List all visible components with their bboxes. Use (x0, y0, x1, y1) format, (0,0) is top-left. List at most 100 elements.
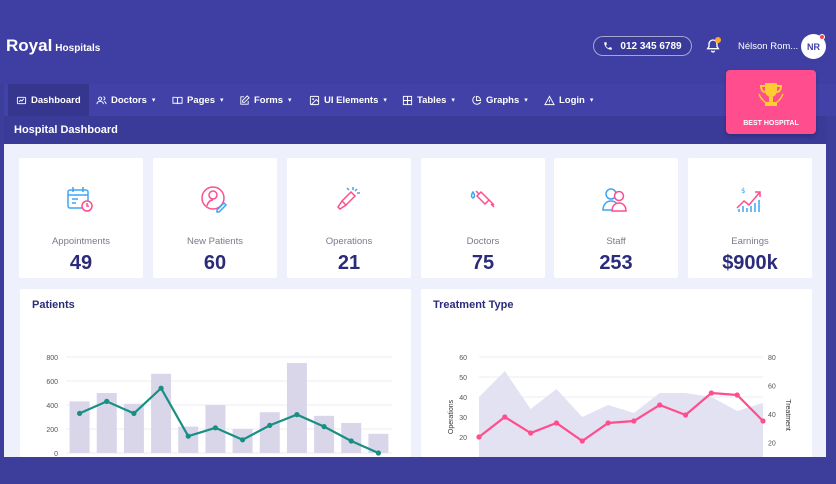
chevron-down-icon: ▾ (589, 97, 594, 104)
y-tick-label: 0 (54, 451, 58, 457)
pie-icon (472, 95, 482, 105)
nav-ui-elements[interactable]: UI Elements ▾ (309, 84, 387, 116)
stat-card-appointments[interactable]: Appointments 49 (19, 158, 143, 278)
line-point (708, 390, 714, 396)
line-point (579, 438, 585, 444)
nav-label: Forms (254, 94, 284, 106)
y-tick-label: 400 (46, 403, 58, 410)
line-point (212, 425, 219, 431)
nav-label: Tables (417, 94, 447, 106)
nav-login[interactable]: Login ▾ (544, 84, 593, 116)
treatment-chart: 20 30 40 50 60 20 40 60 80 Operations Treatment (448, 355, 791, 457)
phone-icon (604, 42, 613, 50)
stat-card-doctors[interactable]: Doctors 75 (421, 158, 545, 278)
treatment-chart-title: Treatment Type (433, 299, 514, 311)
grid-icon (402, 95, 413, 105)
y-tick-label: 600 (46, 379, 58, 386)
line-point (375, 450, 382, 456)
nav-label: Doctors (111, 94, 147, 106)
line-point (267, 422, 273, 428)
nav-pages[interactable]: Pages ▾ (172, 84, 224, 116)
phone-button[interactable]: 012 345 6789 (593, 36, 692, 56)
bar (259, 412, 280, 453)
line-point (76, 410, 83, 416)
nav-label: Graphs (486, 94, 520, 106)
line-point (631, 418, 637, 424)
syringe-icon (470, 190, 495, 208)
nav-graphs[interactable]: Graphs ▾ (471, 84, 528, 116)
area-series (479, 371, 763, 457)
nav-label: Login (559, 94, 585, 106)
patients-chart: 0 200 400 600 800 (46, 355, 392, 457)
staff-icon (602, 188, 627, 212)
patient-icon (201, 186, 228, 213)
stat-card-new-patients[interactable]: New Patients 60 (153, 158, 277, 278)
notification-dot (715, 37, 721, 43)
nav-doctors[interactable]: Doctors ▾ (96, 84, 155, 116)
main-nav: Dashboard Doctors ▾ Pages ▾ Forms ▾ UI Elem… (4, 84, 836, 116)
dashboard-icon (16, 96, 27, 104)
earnings-icon: $ (736, 187, 761, 212)
calendar-icon (67, 187, 93, 212)
treatment-panel: Treatment Type 20 30 40 50 60 20 40 60 80 Operati… (421, 289, 812, 457)
page-header: Hospital Dashboard (4, 116, 826, 144)
bar (123, 403, 144, 453)
brand-name: Royal (6, 36, 53, 55)
best-hospital-badge[interactable]: BEST HOSPITAL (726, 70, 816, 134)
trophy-icon (758, 83, 784, 106)
badge-label: BEST HOSPITAL (743, 120, 799, 127)
stat-card-earnings[interactable]: $ Earnings $900k (688, 158, 812, 278)
stat-card-staff[interactable]: Staff 253 (554, 158, 678, 278)
svg-text:$: $ (741, 187, 745, 195)
stat-card-operations[interactable]: Operations 21 (287, 158, 411, 278)
line-point (605, 420, 611, 426)
y-tick-label: 50 (459, 375, 467, 382)
stat-value: 60 (203, 252, 227, 274)
chevron-down-icon: ▾ (220, 97, 224, 104)
user-name[interactable]: Nélson Rom... (738, 41, 799, 52)
bottom-band (0, 457, 836, 484)
book-icon (172, 96, 183, 104)
page-title: Hospital Dashboard (14, 124, 118, 136)
y-tick-label: 20 (459, 435, 467, 442)
top-header (0, 0, 836, 84)
nav-dashboard[interactable]: Dashboard (8, 84, 89, 116)
bar (314, 415, 335, 453)
line-point (760, 418, 766, 424)
line-point (185, 433, 191, 439)
nav-label: Dashboard (31, 94, 81, 106)
stat-value: 75 (471, 252, 495, 274)
bar (341, 423, 362, 453)
bar (178, 426, 199, 453)
chevron-down-icon: ▾ (451, 97, 455, 104)
bar (368, 433, 389, 453)
bar (286, 363, 307, 453)
line-point (104, 398, 110, 404)
brand-logo[interactable]: Royal Hospitals (6, 36, 100, 56)
chevron-down-icon: ▾ (383, 97, 387, 104)
nav-tables[interactable]: Tables ▾ (402, 84, 455, 116)
y-tick-label: 30 (459, 415, 467, 422)
line-point (502, 414, 508, 420)
avatar-status-dot (819, 34, 825, 40)
nav-forms[interactable]: Forms ▾ (239, 84, 292, 116)
line-point (476, 434, 482, 440)
line-point (321, 424, 327, 430)
patients-panel: Patients 0 200 400 600 800 (20, 289, 411, 457)
y2-axis-label: Treatment (784, 399, 791, 431)
stat-label: Earnings (731, 236, 769, 247)
y2-tick-label: 40 (768, 412, 776, 419)
line-point (348, 438, 354, 444)
nav-label: Pages (187, 94, 215, 106)
y2-tick-label: 60 (768, 384, 776, 391)
stat-label: Operations (325, 236, 373, 247)
phone-number: 012 345 6789 (620, 40, 682, 52)
y-tick-label: 200 (46, 427, 58, 434)
line-point (734, 392, 740, 398)
stat-value: 49 (69, 252, 93, 274)
line-point (158, 385, 164, 391)
y-tick-label: 40 (459, 395, 467, 402)
edit-icon (240, 94, 250, 105)
stat-label: Appointments (51, 236, 111, 247)
series-line (79, 386, 379, 455)
